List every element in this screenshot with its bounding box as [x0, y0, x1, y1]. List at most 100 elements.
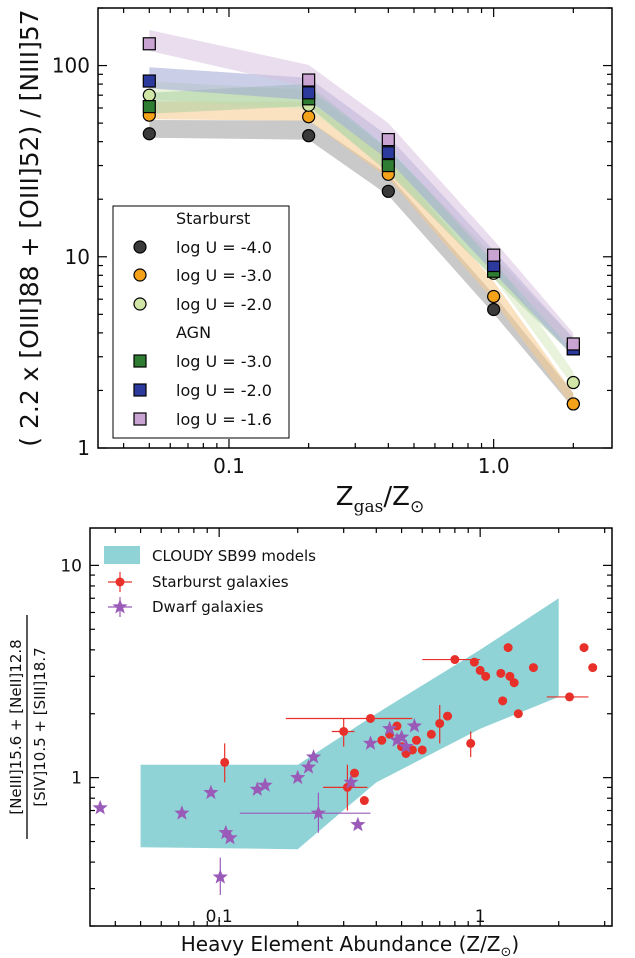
- legend-marker: [112, 599, 128, 614]
- data-point: [249, 781, 265, 796]
- legend-swatch-cloudy: [104, 546, 140, 564]
- data-point: [496, 668, 506, 678]
- data-point: [218, 824, 234, 840]
- legend-label: log U = -1.6: [176, 410, 272, 429]
- y-tick-label: 100: [52, 54, 90, 78]
- x-label-text: Heavy Element Abundance (Z/Z: [181, 932, 501, 956]
- data-point: [302, 129, 316, 143]
- y-label-numerator: [NeIII]15.6 + [NeII]12.8: [7, 639, 25, 814]
- data-point: [359, 796, 369, 806]
- data-point: [306, 749, 322, 764]
- data-point: [174, 805, 190, 820]
- data-point: [443, 711, 453, 721]
- data-point: [509, 678, 519, 688]
- data-point: [565, 692, 575, 702]
- data-point: [481, 671, 491, 681]
- data-point: [411, 735, 421, 745]
- plot-frame: [89, 527, 613, 927]
- data-point: [365, 713, 375, 723]
- data-point: [300, 759, 317, 774]
- data-points: [92, 643, 598, 895]
- data-point: [406, 718, 422, 733]
- x-tick-label: 0.1: [206, 907, 233, 927]
- legend-group-agn: AGN: [176, 323, 211, 342]
- data-point: [362, 735, 379, 750]
- legend-label: Dwarf galaxies: [152, 598, 264, 616]
- data-point: [579, 643, 589, 653]
- data-point: [382, 720, 398, 736]
- data-point: [350, 816, 366, 832]
- data-point: [142, 74, 156, 88]
- data-point: [381, 146, 395, 160]
- data-point: [505, 671, 515, 681]
- legend-marker: [115, 577, 125, 587]
- data-point: [142, 127, 156, 141]
- data-point: [302, 86, 316, 100]
- x-label-sep: /Z: [383, 482, 410, 512]
- legend-group-starburst: Starburst: [176, 209, 250, 228]
- data-point: [566, 337, 580, 351]
- x-axis-label: Zgas/Z⊙: [336, 482, 424, 517]
- data-point: [503, 643, 513, 653]
- legend-marker: [133, 354, 147, 368]
- legend-marker: [133, 268, 147, 282]
- legend-label-cloudy: CLOUDY SB99 models: [152, 547, 316, 565]
- legend-marker: [133, 240, 147, 254]
- axis-ticks: 0.1 1.0 1 10 100: [52, 7, 612, 478]
- data-point: [310, 805, 326, 820]
- x-tick-label: 1.0: [478, 454, 510, 478]
- legend: CLOUDY SB99 models Starburst galaxies Dwa…: [104, 546, 316, 617]
- data-point: [142, 88, 156, 102]
- data-point: [435, 718, 445, 728]
- data-points: [142, 37, 580, 411]
- legend-marker: [133, 412, 147, 426]
- data-point: [381, 184, 395, 198]
- data-point: [389, 732, 405, 747]
- data-point: [426, 729, 436, 739]
- data-point: [528, 663, 538, 673]
- data-point: [290, 769, 306, 785]
- data-point: [203, 784, 219, 800]
- data-point: [220, 757, 230, 767]
- legend-label: Starburst galaxies: [152, 573, 289, 591]
- data-point: [475, 665, 485, 675]
- data-point: [302, 110, 316, 124]
- x-label-z: Z: [336, 482, 354, 512]
- data-point: [212, 869, 228, 884]
- y-axis-label: ( 2.2 x [OIII]88 + [OIII]52) / [NIII]57: [15, 9, 44, 446]
- y-tick-label: 1: [77, 436, 90, 460]
- legend-label: log U = -2.0: [176, 295, 272, 314]
- cloudy-model-band: [140, 598, 559, 850]
- data-point: [92, 799, 108, 815]
- data-point: [487, 302, 501, 317]
- x-tick-label: 0.1: [213, 454, 245, 478]
- data-point: [222, 829, 238, 845]
- y-axis-label: [NeIII]15.6 + [NeII]12.8 [SIV]10.5 + [SI…: [7, 615, 49, 839]
- y-tick-label: 1: [71, 769, 82, 789]
- data-point: [381, 133, 395, 147]
- data-point: [566, 375, 580, 390]
- data-point: [392, 721, 402, 731]
- data-point: [469, 657, 479, 667]
- data-point: [142, 100, 156, 114]
- data-point: [349, 768, 359, 778]
- legend-items: log U = -4.0 log U = -3.0 log U = -2.0 log …: [133, 238, 272, 429]
- legend-label: log U = -2.0: [176, 381, 272, 400]
- bottom-panel: 0.1 1 1 10 [NeIII]15.6 + [NeII]12.8 [SIV]10…: [7, 527, 613, 958]
- legend-label: log U = -4.0: [176, 238, 272, 257]
- model-band-area: [140, 598, 559, 850]
- legend-items: Starburst galaxies Dwarf galaxies: [108, 572, 289, 617]
- data-point: [566, 397, 580, 411]
- x-label-end: ): [511, 932, 519, 956]
- y-tick-label: 10: [60, 556, 82, 576]
- data-point: [257, 777, 273, 792]
- axis-ticks: 0.1 1 1 10: [60, 528, 612, 927]
- data-point: [487, 289, 501, 304]
- legend-label: log U = -3.0: [176, 266, 272, 285]
- data-point: [398, 738, 414, 754]
- data-point: [339, 726, 349, 736]
- data-point: [142, 37, 156, 51]
- x-label-sun: ⊙: [501, 945, 512, 958]
